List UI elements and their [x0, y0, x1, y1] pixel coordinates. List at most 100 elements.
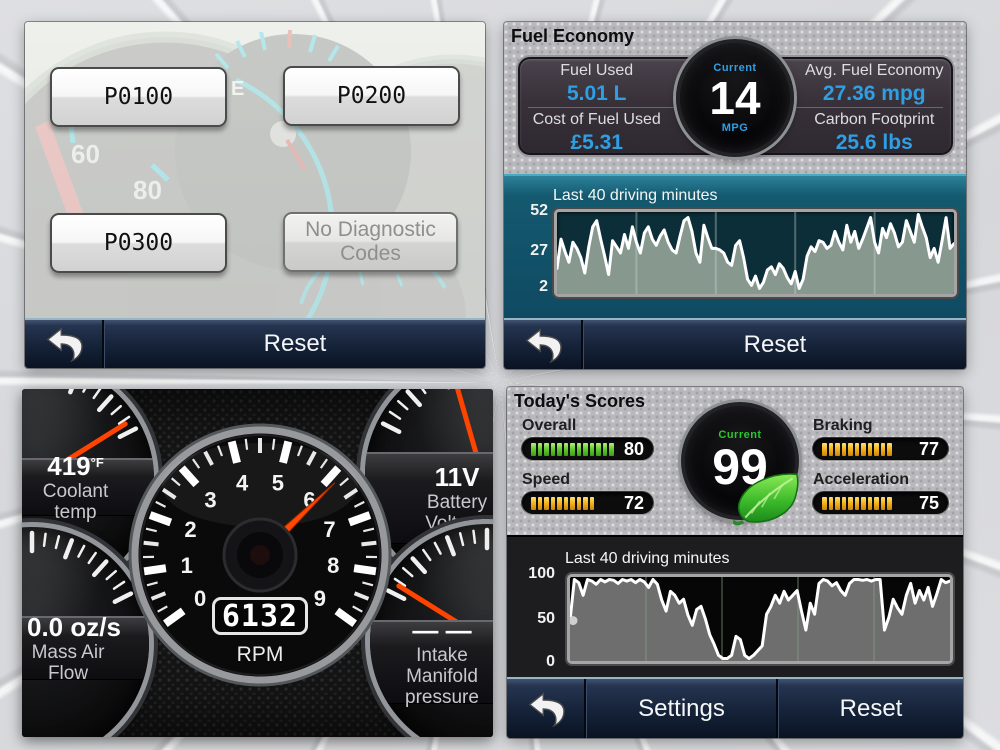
score-segment: [589, 496, 594, 510]
score-segment: [563, 442, 568, 456]
y-tick-100: 100: [528, 565, 555, 582]
score-braking: Braking 77: [813, 417, 948, 460]
score-segment: [848, 496, 853, 510]
score-segment: [570, 496, 575, 510]
score-segment: [854, 442, 859, 456]
score-segment: [550, 442, 555, 456]
score-segment: [544, 496, 549, 510]
reset-button[interactable]: Reset: [839, 694, 903, 722]
score-overall: Overall 80: [522, 417, 653, 460]
nav-bar: Settings Reset: [507, 677, 963, 738]
score-bar: 75: [813, 492, 948, 514]
screen-todays-scores: Today's Scores Overall 80 Speed 72 Braki…: [507, 387, 963, 738]
code-button-p0200[interactable]: P0200: [283, 66, 460, 126]
back-button[interactable]: [507, 679, 584, 738]
y-tick-52: 52: [530, 202, 548, 219]
score-segment: [861, 442, 866, 456]
reset-button[interactable]: Reset: [263, 330, 327, 357]
stat-fuel-used: Fuel Used 5.01 L: [560, 62, 634, 105]
score-segment: [822, 442, 827, 456]
leaf-icon: [733, 473, 799, 526]
score-segment: [887, 496, 892, 510]
code-button-p0300[interactable]: P0300: [50, 213, 227, 273]
score-segment: [828, 496, 833, 510]
gauge-readout: — — Intake Manifold pressure: [370, 616, 493, 708]
score-segment: [874, 442, 879, 456]
score-segment: [880, 496, 885, 510]
gauge-readout: 419°F Coolant temp: [22, 452, 154, 523]
score-segment: [583, 496, 588, 510]
score-bar: 80: [522, 438, 653, 460]
back-button[interactable]: [25, 320, 102, 368]
score-segment: [835, 496, 840, 510]
score-segment: [848, 442, 853, 456]
score-bar: 77: [813, 438, 948, 460]
score-segment: [557, 496, 562, 510]
score-segments: [531, 496, 594, 510]
no-diagnostic-codes-button: No Diagnostic Codes: [283, 212, 458, 272]
back-arrow-icon: [46, 327, 83, 362]
score-segment: [861, 496, 866, 510]
score-segment: [563, 496, 568, 510]
cluster-80-label: 80: [133, 175, 162, 205]
back-arrow-icon: [528, 691, 565, 727]
score-segment: [583, 442, 588, 456]
chart-title: Last 40 driving minutes: [565, 550, 730, 567]
score-segments: [531, 442, 614, 456]
svg-text:5: 5: [272, 471, 284, 496]
nav-divider: [584, 679, 587, 738]
score-segment: [576, 496, 581, 510]
svg-text:9: 9: [314, 586, 326, 611]
score-segment: [867, 496, 872, 510]
cluster-e-label: E: [231, 78, 244, 100]
page-title: Today's Scores: [514, 391, 646, 411]
gauge-readout: 0.0 oz/s Mass Air Flow: [22, 613, 149, 684]
nav-bar: Reset: [25, 318, 485, 368]
back-button[interactable]: [504, 320, 581, 369]
score-segment: [596, 442, 601, 456]
score-segment: [544, 442, 549, 456]
screen-fuel-economy: Fuel Economy Fuel Used 5.01 L Avg. Fuel …: [504, 22, 966, 369]
y-tick-27: 27: [530, 242, 548, 259]
gauge-dial: [380, 389, 483, 469]
score-segment: [589, 442, 594, 456]
svg-text:0: 0: [194, 586, 206, 611]
chart-title: Last 40 driving minutes: [553, 187, 718, 204]
score-segments: [822, 442, 892, 456]
score-segment: [822, 496, 827, 510]
code-button-p0100[interactable]: P0100: [50, 67, 227, 127]
cluster-60-label: 60: [71, 139, 100, 169]
score-acceleration: Acceleration 75: [813, 471, 948, 514]
nav-divider: [581, 320, 584, 369]
svg-text:2: 2: [184, 517, 196, 542]
score-segment: [828, 442, 833, 456]
svg-text:4: 4: [236, 471, 249, 496]
driving-score-chart: [567, 574, 953, 664]
y-tick-0: 0: [546, 653, 555, 670]
y-tick-50: 50: [537, 610, 555, 627]
score-segment: [841, 442, 846, 456]
score-segment: [537, 442, 542, 456]
nav-bar: Reset: [504, 318, 966, 369]
score-segment: [854, 496, 859, 510]
score-segment: [557, 442, 562, 456]
stat-avg-fuel-economy: Avg. Fuel Economy 27.36 mpg: [805, 62, 944, 105]
score-segment: [867, 442, 872, 456]
score-segment: [537, 496, 542, 510]
page-title: Fuel Economy: [511, 26, 635, 46]
svg-text:8: 8: [327, 553, 339, 578]
settings-button[interactable]: Settings: [638, 694, 725, 722]
back-arrow-icon: [525, 327, 562, 363]
score-segment: [887, 442, 892, 456]
rpm-digital-readout: 6132: [212, 597, 308, 635]
score-segment: [531, 496, 536, 510]
score-segment: [531, 442, 536, 456]
score-segment: [576, 442, 581, 456]
reset-button[interactable]: Reset: [743, 330, 807, 358]
score-segment: [874, 496, 879, 510]
nav-divider: [776, 679, 779, 738]
stat-carbon-footprint: Carbon Footprint 25.6 lbs: [814, 111, 935, 154]
fuel-economy-chart: [554, 209, 957, 297]
